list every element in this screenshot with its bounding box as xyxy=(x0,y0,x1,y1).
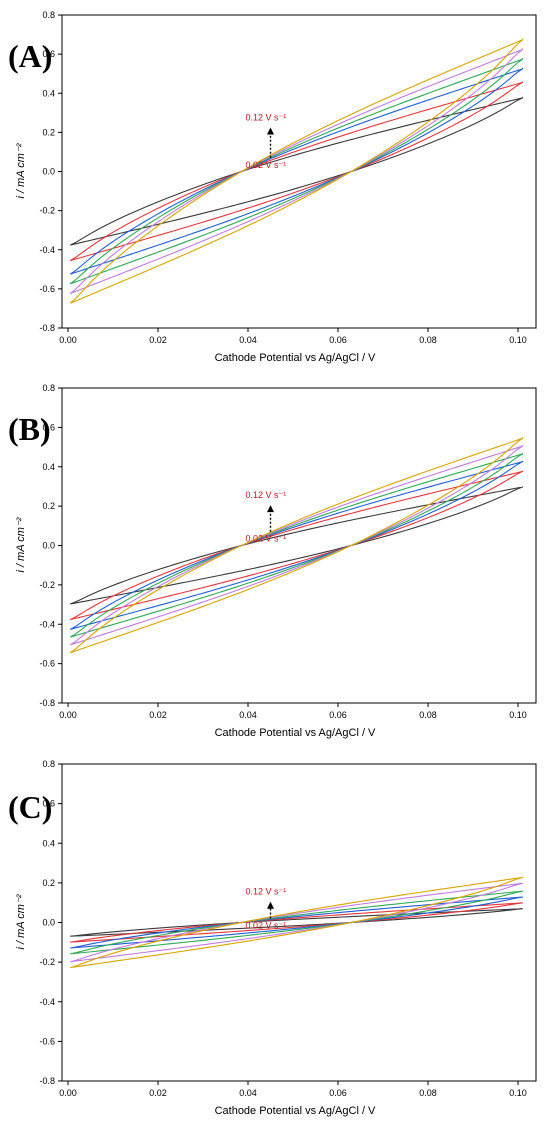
scan-rate-arrow-head xyxy=(267,127,274,135)
y-tick-label: 0.2 xyxy=(42,127,55,137)
y-tick-label: -0.8 xyxy=(39,698,55,708)
y-tick-label: -0.6 xyxy=(39,284,55,294)
cv-curve xyxy=(70,896,524,949)
panel-label: (C) xyxy=(8,789,52,825)
plot-frame xyxy=(61,763,537,1082)
chart-panel-a: 0.00 0.02 0.04 0.06 0.08 0.10 -0.8 -0.6 -0.4 -0.2… xyxy=(8,10,537,364)
x-tick-label: 0.02 xyxy=(149,710,167,720)
cv-curve xyxy=(70,486,524,605)
cv-curve xyxy=(69,58,524,285)
y-tick-label: -0.6 xyxy=(39,1036,55,1046)
cv-curve xyxy=(69,460,524,630)
cv-curve xyxy=(69,437,524,654)
plot-frame xyxy=(61,14,537,329)
cv-curve xyxy=(69,81,524,262)
x-tick-label: 0.06 xyxy=(329,335,347,345)
x-axis-label: Cathode Potential vs Ag/AgCl / V xyxy=(215,727,376,739)
scan-rate-label-top: 0.12 V s⁻¹ xyxy=(246,112,287,122)
y-tick-label: -0.6 xyxy=(39,659,55,669)
x-tick-label: 0.08 xyxy=(419,710,437,720)
y-tick-label: 0.6 xyxy=(42,799,55,809)
x-tick-label: 0.08 xyxy=(419,335,437,345)
y-axis-label: i / mA cm⁻² xyxy=(15,143,27,198)
y-tick-label: 0.0 xyxy=(42,541,55,551)
x-tick-label: 0.10 xyxy=(509,335,527,345)
y-tick-label: 0.8 xyxy=(42,383,55,393)
cv-curve xyxy=(69,67,524,275)
x-tick-label: 0.00 xyxy=(59,710,77,720)
cv-curve xyxy=(70,882,524,963)
scan-rate-arrow-head xyxy=(267,505,274,513)
scan-rate-annotation: 0.12 V s⁻¹ 0.02 V s⁻¹ xyxy=(246,490,287,544)
y-tick-label: -0.2 xyxy=(39,957,55,967)
x-tick-label: 0.06 xyxy=(329,1088,347,1098)
x-axis-label: Cathode Potential vs Ag/AgCl / V xyxy=(215,352,376,364)
cv-curve xyxy=(70,908,524,937)
y-tick-label: -0.8 xyxy=(39,323,55,333)
y-tick-label: 0.6 xyxy=(42,49,55,59)
scan-rate-label-top: 0.12 V s⁻¹ xyxy=(246,490,287,500)
axis-ticks: 0.00 0.02 0.04 0.06 0.08 0.10 -0.8 -0.6 -0.4 -0.2… xyxy=(39,10,526,345)
cv-curves xyxy=(70,876,524,969)
y-tick-label: -0.4 xyxy=(39,619,55,629)
x-tick-label: 0.10 xyxy=(509,1088,527,1098)
cv-curves xyxy=(69,38,524,304)
cv-curve xyxy=(69,48,524,295)
x-tick-label: 0.04 xyxy=(239,710,257,720)
y-axis-label: i / mA cm⁻² xyxy=(15,517,27,572)
cv-curve xyxy=(70,470,524,621)
x-tick-label: 0.10 xyxy=(509,710,527,720)
y-tick-label: 0.8 xyxy=(42,759,55,769)
y-tick-label: 0.0 xyxy=(42,167,55,177)
y-tick-label: -0.4 xyxy=(39,245,55,255)
x-tick-label: 0.00 xyxy=(59,335,77,345)
y-tick-label: 0.2 xyxy=(42,878,55,888)
scan-rate-label-bottom: 0.02 V s⁻¹ xyxy=(246,160,287,170)
plot-frame xyxy=(61,387,537,704)
cv-curve xyxy=(69,38,524,304)
axis-ticks: 0.00 0.02 0.04 0.06 0.08 0.10 -0.8 -0.6 -0.4 -0.2… xyxy=(39,383,526,720)
axis-ticks: 0.00 0.02 0.04 0.06 0.08 0.10 -0.8 -0.6 -0.4 -0.2… xyxy=(39,759,526,1098)
x-tick-label: 0.04 xyxy=(239,1088,257,1098)
scan-rate-label-top: 0.12 V s⁻¹ xyxy=(246,887,287,897)
y-tick-label: 0.6 xyxy=(42,422,55,432)
cv-curve xyxy=(70,890,524,955)
y-tick-label: -0.2 xyxy=(39,580,55,590)
y-tick-label: -0.8 xyxy=(39,1076,55,1086)
y-tick-label: -0.2 xyxy=(39,206,55,216)
cv-curve xyxy=(70,97,524,246)
panel-label: (B) xyxy=(8,411,51,447)
y-tick-label: -0.4 xyxy=(39,997,55,1007)
scan-rate-arrow-head xyxy=(267,901,274,909)
y-tick-label: 0.0 xyxy=(42,918,55,928)
y-axis-label: i / mA cm⁻² xyxy=(15,894,27,949)
scan-rate-label-bottom: 0.02 V s⁻¹ xyxy=(246,921,287,931)
x-tick-label: 0.06 xyxy=(329,710,347,720)
cv-curve xyxy=(69,452,524,638)
x-tick-label: 0.08 xyxy=(419,1088,437,1098)
y-tick-label: 0.8 xyxy=(42,10,55,20)
cv-curve xyxy=(69,445,524,646)
scan-rate-annotation: 0.12 V s⁻¹ 0.02 V s⁻¹ xyxy=(246,887,287,931)
x-axis-label: Cathode Potential vs Ag/AgCl / V xyxy=(215,1105,376,1117)
scan-rate-label-bottom: 0.02 V s⁻¹ xyxy=(246,534,287,544)
y-tick-label: 0.2 xyxy=(42,501,55,511)
cv-curves xyxy=(69,437,524,654)
y-tick-label: 0.4 xyxy=(42,838,55,848)
cv-curve xyxy=(70,876,524,969)
x-tick-label: 0.00 xyxy=(59,1088,77,1098)
chart-panel-c: 0.00 0.02 0.04 0.06 0.08 0.10 -0.8 -0.6 -0.4 -0.2… xyxy=(8,759,537,1117)
y-tick-label: 0.4 xyxy=(42,88,55,98)
x-tick-label: 0.02 xyxy=(149,335,167,345)
panel-label: (A) xyxy=(8,38,52,74)
y-tick-label: 0.4 xyxy=(42,462,55,472)
scan-rate-annotation: 0.12 V s⁻¹ 0.02 V s⁻¹ xyxy=(246,112,287,169)
x-tick-label: 0.04 xyxy=(239,335,257,345)
chart-panel-b: 0.00 0.02 0.04 0.06 0.08 0.10 -0.8 -0.6 -0.4 -0.2… xyxy=(8,383,537,739)
x-tick-label: 0.02 xyxy=(149,1088,167,1098)
